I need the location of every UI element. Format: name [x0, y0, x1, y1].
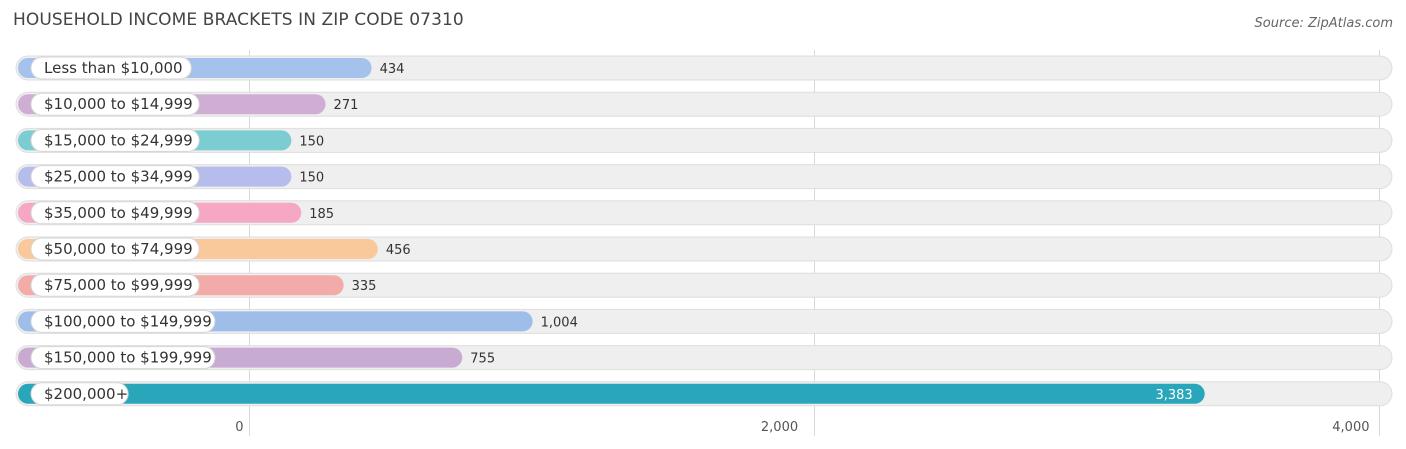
value-label: 1,004	[541, 315, 578, 330]
x-tick-label: 2,000	[761, 420, 798, 435]
category-label: $35,000 to $49,999	[44, 204, 193, 222]
bar-row: $100,000 to $149,999 1,004	[15, 308, 1393, 334]
category-label: $25,000 to $34,999	[44, 168, 193, 186]
row-track	[15, 127, 1393, 153]
bar-row: $35,000 to $49,999 185	[15, 200, 1393, 226]
bar-row: $200,000+ 3,383	[15, 381, 1393, 407]
x-tick-label: 4,000	[1332, 420, 1369, 435]
row-track	[15, 272, 1393, 298]
category-pill	[30, 309, 216, 333]
x-tick-label: 0	[235, 420, 243, 435]
category-pill	[30, 382, 129, 406]
category-label: $100,000 to $149,999	[44, 312, 212, 330]
category-label: $50,000 to $74,999	[44, 240, 193, 258]
category-pill	[30, 201, 200, 225]
value-label: 185	[309, 207, 334, 222]
value-label: 755	[470, 352, 495, 367]
category-label: $200,000+	[44, 385, 128, 403]
value-label: 271	[334, 98, 359, 113]
category-pill	[30, 237, 200, 261]
source-label: Source: ZipAtlas.com	[1254, 16, 1393, 31]
ticks-layer: 0 2,000 4,000	[235, 420, 1369, 435]
bar-row: $25,000 to $34,999 150	[15, 164, 1393, 190]
value-label: 456	[386, 243, 411, 258]
bar-row: $50,000 to $74,999 456	[15, 236, 1393, 262]
value-label: 3,383	[1155, 388, 1192, 403]
row-track	[15, 200, 1393, 226]
category-label: $75,000 to $99,999	[44, 276, 193, 294]
rows-layer: Less than $10,000 434 $10,000 to $14,999 27…	[15, 55, 1393, 407]
category-label: $150,000 to $199,999	[44, 349, 212, 367]
category-label: Less than $10,000	[44, 59, 183, 77]
category-pill	[30, 346, 216, 370]
chart-title: HOUSEHOLD INCOME BRACKETS IN ZIP CODE 07…	[13, 10, 464, 30]
category-label: $15,000 to $24,999	[44, 131, 193, 149]
bar-row: $10,000 to $14,999 271	[15, 91, 1393, 117]
category-pill	[30, 92, 200, 116]
value-label: 335	[352, 279, 377, 294]
value-label: 434	[380, 62, 405, 77]
category-pill	[30, 128, 200, 152]
category-label: $10,000 to $14,999	[44, 95, 193, 113]
bar	[18, 383, 1205, 404]
row-track	[15, 91, 1393, 117]
category-pill	[30, 273, 200, 297]
value-label: 150	[299, 134, 324, 149]
bar-row: Less than $10,000 434	[15, 55, 1393, 81]
bar-row: $15,000 to $24,999 150	[15, 127, 1393, 153]
bar-row: $75,000 to $99,999 335	[15, 272, 1393, 298]
bar-row: $150,000 to $199,999 755	[15, 345, 1393, 371]
category-pill	[30, 56, 192, 80]
value-label: 150	[299, 171, 324, 186]
category-pill	[30, 165, 200, 189]
row-track	[15, 164, 1393, 190]
